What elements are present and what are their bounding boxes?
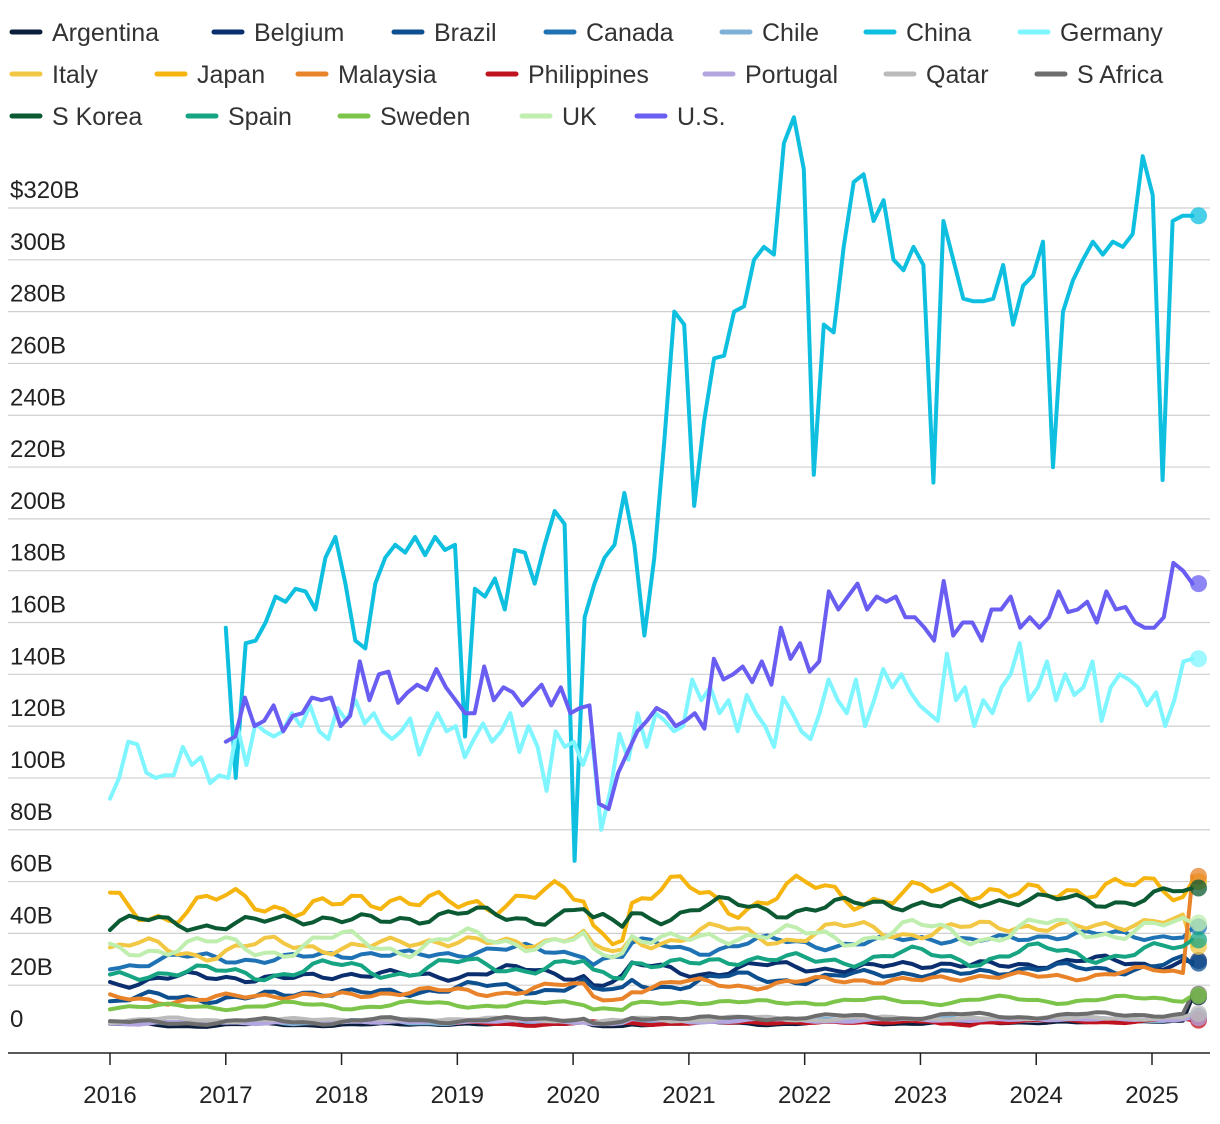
series-line-uk — [108, 915, 1195, 960]
x-tick-label-2019: 2019 — [431, 1082, 484, 1109]
legend-label-sweden: Sweden — [380, 103, 470, 131]
legend-label-italy: Italy — [52, 61, 98, 89]
endpoint-marker-germany — [1190, 650, 1208, 668]
x-tick-label-2017: 2017 — [199, 1082, 252, 1109]
legend-label-u-s: U.S. — [677, 103, 726, 131]
x-tick-label-2016: 2016 — [83, 1082, 136, 1109]
legend-item-portugal: Portugal — [702, 61, 838, 89]
endpoint-marker-qatar — [1190, 1005, 1208, 1023]
y-tick-label-120: 120B — [10, 695, 66, 722]
legend-item-uk: UK — [519, 103, 597, 131]
endpoint-marker-brazil — [1190, 954, 1208, 972]
y-tick-label-140: 140B — [10, 643, 66, 670]
series-line-s-africa — [108, 992, 1195, 1027]
legend-label-uk: UK — [562, 103, 597, 131]
series-endpoints — [1190, 207, 1208, 1029]
series-line-sweden — [108, 993, 1195, 1013]
legend-item-s-korea: S Korea — [9, 103, 142, 131]
endpoint-marker-u-s — [1190, 575, 1208, 593]
series-line-china — [223, 115, 1195, 863]
legend-label-china: China — [906, 19, 971, 47]
legend-item-s-africa: S Africa — [1034, 61, 1163, 89]
y-tick-label-180: 180B — [10, 540, 66, 567]
x-tick-label-2025: 2025 — [1125, 1082, 1178, 1109]
legend-label-belgium: Belgium — [254, 19, 344, 47]
legend-label-argentina: Argentina — [52, 19, 159, 47]
x-tick-label-2020: 2020 — [546, 1082, 599, 1109]
legend-item-germany: Germany — [1017, 19, 1163, 47]
legend-label-japan: Japan — [197, 61, 265, 89]
legend-item-japan: Japan — [154, 61, 265, 89]
x-tick-label-2022: 2022 — [778, 1082, 831, 1109]
endpoint-marker-uk — [1190, 914, 1208, 932]
series-line-spain — [108, 937, 1195, 983]
y-tick-label-0: 0 — [10, 1006, 23, 1033]
legend-label-spain: Spain — [228, 103, 292, 131]
y-tick-label-100: 100B — [10, 747, 66, 774]
x-tick-label-2023: 2023 — [894, 1082, 947, 1109]
legend-label-s-korea: S Korea — [52, 103, 142, 131]
y-tick-label-20: 20B — [10, 954, 53, 981]
legend-item-u-s: U.S. — [634, 103, 726, 131]
series-line-germany — [108, 641, 1195, 832]
series-lines — [108, 115, 1195, 1029]
legend-item-italy: Italy — [9, 61, 98, 89]
series-line-italy — [108, 912, 1195, 963]
series-line-u-s — [223, 560, 1195, 811]
y-tick-label-300: 300B — [10, 229, 66, 256]
y-tick-label-160: 160B — [10, 592, 66, 619]
legend-label-portugal: Portugal — [745, 61, 838, 89]
series-line-s-korea — [108, 886, 1195, 933]
legend-label-qatar: Qatar — [926, 61, 989, 89]
y-tick-label-240: 240B — [10, 384, 66, 411]
series-line-malaysia — [108, 874, 1195, 1007]
legend-item-sweden: Sweden — [337, 103, 470, 131]
y-tick-label-320: $320B — [10, 177, 79, 204]
legend-item-qatar: Qatar — [883, 61, 989, 89]
legend-label-malaysia: Malaysia — [338, 61, 437, 89]
legend-label-chile: Chile — [762, 19, 819, 47]
legend-item-philippines: Philippines — [485, 61, 649, 89]
endpoint-marker-china — [1190, 207, 1208, 225]
y-tick-label-280: 280B — [10, 281, 66, 308]
legend-label-brazil: Brazil — [434, 19, 497, 47]
y-tick-label-200: 200B — [10, 488, 66, 515]
legend-item-malaysia: Malaysia — [295, 61, 437, 89]
legend-item-chile: Chile — [719, 19, 819, 47]
legend-item-spain: Spain — [185, 103, 292, 131]
y-tick-label-260: 260B — [10, 332, 66, 359]
y-tick-label-60: 60B — [10, 851, 53, 878]
legend-item-argentina: Argentina — [9, 19, 159, 47]
x-axis: 2016 2017 2018 2019 2020 2021 2022 2023 2024 2025 — [83, 1053, 1179, 1109]
y-tick-label-40: 40B — [10, 902, 53, 929]
grid-lines — [8, 207, 1210, 986]
legend-item-china: China — [863, 19, 971, 47]
series-line-japan — [108, 873, 1195, 947]
y-tick-label-220: 220B — [10, 436, 66, 463]
x-tick-label-2024: 2024 — [1010, 1082, 1063, 1109]
endpoint-marker-sweden — [1190, 987, 1208, 1005]
endpoint-marker-s-korea — [1190, 879, 1208, 897]
legend-label-s-africa: S Africa — [1077, 61, 1163, 89]
legend-label-canada: Canada — [586, 19, 674, 47]
legend-item-canada: Canada — [543, 19, 674, 47]
y-tick-label-80: 80B — [10, 799, 53, 826]
legend-item-belgium: Belgium — [211, 19, 344, 47]
legend-label-philippines: Philippines — [528, 61, 649, 89]
y-axis: 0 20B 40B 60B 80B 100B 120B 140B 160B 180B 200B 220… — [8, 177, 1210, 1054]
x-tick-label-2021: 2021 — [662, 1082, 715, 1109]
legend-item-brazil: Brazil — [391, 19, 497, 47]
legend: Argentina Belgium Brazil Canada Chile China Ge… — [9, 19, 1163, 131]
legend-label-germany: Germany — [1060, 19, 1163, 47]
endpoint-marker-spain — [1190, 931, 1208, 949]
endpoint-marker-malaysia — [1190, 867, 1208, 885]
x-tick-label-2018: 2018 — [315, 1082, 368, 1109]
